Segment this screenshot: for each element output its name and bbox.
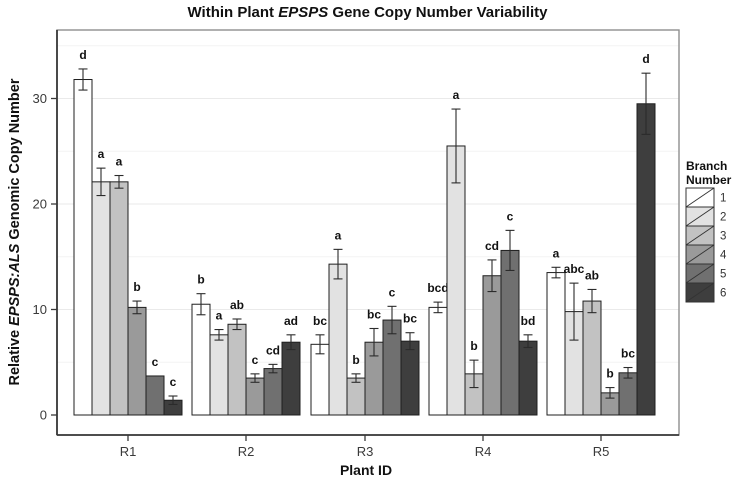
sig-letter-r2-branch4: c [252, 353, 259, 367]
x-tick-label-r1: R1 [120, 444, 137, 459]
legend-key-slash-icon [685, 206, 715, 227]
bar-r2-branch3 [227, 323, 247, 416]
bar-r5-branch6 [636, 103, 656, 416]
bar-r1-branch3 [109, 181, 129, 416]
legend-label-3: 3 [720, 231, 726, 243]
sig-letter-r5-branch6: d [642, 52, 649, 66]
bar-r5-branch5 [618, 372, 638, 416]
x-tick-label-r5: R5 [593, 444, 610, 459]
bar-r3-branch3 [346, 377, 366, 416]
legend-label-6: 6 [720, 288, 726, 300]
sig-letter-r3-branch3: b [352, 353, 359, 367]
y-axis-title-post: Genomic Copy Number [7, 78, 23, 244]
sig-letter-r2-branch2: a [216, 309, 223, 323]
sig-letter-r3-branch5: c [389, 285, 396, 299]
bar-r3-branch2 [328, 263, 348, 416]
x-tick-label-r4: R4 [475, 444, 492, 459]
legend-label-4: 4 [720, 250, 727, 262]
bar-r2-branch1 [191, 303, 211, 416]
sig-letter-r5-branch1: a [553, 246, 560, 260]
sig-letter-r4-branch1: bcd [427, 281, 448, 295]
legend-label-2: 2 [720, 212, 726, 224]
sig-letter-r1-branch6: c [170, 375, 177, 389]
bar-r2-branch4 [245, 377, 265, 416]
bar-r1-branch1 [73, 79, 93, 416]
bar-r2-branch2 [209, 334, 229, 416]
sig-letter-r2-branch1: b [197, 273, 204, 287]
legend-key-slash-icon [685, 187, 715, 208]
sig-letter-r2-branch6: ad [284, 314, 298, 328]
chart-title: Within Plant EPSPS Gene Copy Number Vari… [0, 4, 735, 21]
sig-letter-r3-branch6: bc [403, 312, 417, 326]
y-tick-label: 10 [33, 302, 47, 317]
sig-letter-r2-branch3: ab [230, 298, 244, 312]
chart-title-pre: Within Plant [187, 4, 279, 21]
bar-r4-branch1 [428, 306, 448, 416]
legend-title-line: Number [686, 173, 732, 187]
y-axis-title-pre: Relative [7, 325, 23, 386]
sig-letter-r5-branch3: ab [585, 268, 599, 282]
sig-letter-r1-branch3: a [116, 155, 123, 169]
bar-r4-branch2 [446, 145, 466, 416]
bar-r5-branch3 [582, 300, 602, 416]
x-tick-label-r2: R2 [238, 444, 255, 459]
bar-r4-branch4 [482, 275, 502, 416]
bar-r1-branch4 [127, 306, 147, 416]
chart-title-post: Gene Copy Number Variability [328, 4, 548, 21]
bar-r1-branch2 [91, 181, 111, 416]
bar-r2-branch5 [263, 368, 283, 416]
y-tick-label: 20 [33, 197, 47, 212]
legend-key-slash-icon [685, 263, 715, 284]
bar-r3-branch6 [400, 340, 420, 416]
sig-letter-r2-branch5: cd [266, 343, 280, 357]
bar-r4-branch6 [518, 340, 538, 416]
legend-title-line: Branch [686, 159, 727, 173]
sig-letter-r3-branch4: bc [367, 307, 381, 321]
y-axis-title-italic: EPSPS:ALS [7, 243, 23, 326]
sig-letter-r4-branch3: b [470, 339, 477, 353]
x-tick-label-r3: R3 [357, 444, 374, 459]
bar-r5-branch1 [546, 272, 566, 416]
legend-label-5: 5 [720, 269, 726, 281]
bar-r3-branch1 [310, 343, 330, 416]
legend-key-slash-icon [685, 282, 715, 303]
sig-letter-r4-branch2: a [453, 88, 460, 102]
bar-r1-branch5 [145, 375, 165, 416]
legend-key-slash-icon [685, 225, 715, 246]
sig-letter-r5-branch5: bc [621, 347, 635, 361]
sig-letter-r5-branch2: abc [564, 262, 585, 276]
legend-label-1: 1 [720, 193, 726, 205]
legend-key-slash-icon [685, 244, 715, 265]
sig-letter-r4-branch6: bd [521, 314, 536, 328]
bar-r2-branch6 [281, 341, 301, 416]
x-axis-title: Plant ID [339, 462, 393, 478]
bar-r4-branch5 [500, 249, 520, 416]
sig-letter-r1-branch4: b [133, 280, 140, 294]
y-axis-title: Relative EPSPS:ALS Genomic Copy Number [7, 78, 23, 385]
sig-letter-r3-branch1: bc [313, 314, 327, 328]
sig-letter-r4-branch5: c [507, 209, 514, 223]
sig-letter-r1-branch5: c [152, 355, 159, 369]
sig-letter-r3-branch2: a [335, 228, 342, 242]
y-tick-label: 30 [33, 91, 47, 106]
sig-letter-r4-branch4: cd [485, 239, 499, 253]
chart-title-italic: EPSPS [278, 4, 329, 21]
sig-letter-r1-branch2: a [98, 147, 105, 161]
sig-letter-r5-branch4: b [606, 367, 613, 381]
sig-letter-r1-branch1: d [79, 48, 86, 62]
y-tick-label: 0 [40, 408, 47, 423]
